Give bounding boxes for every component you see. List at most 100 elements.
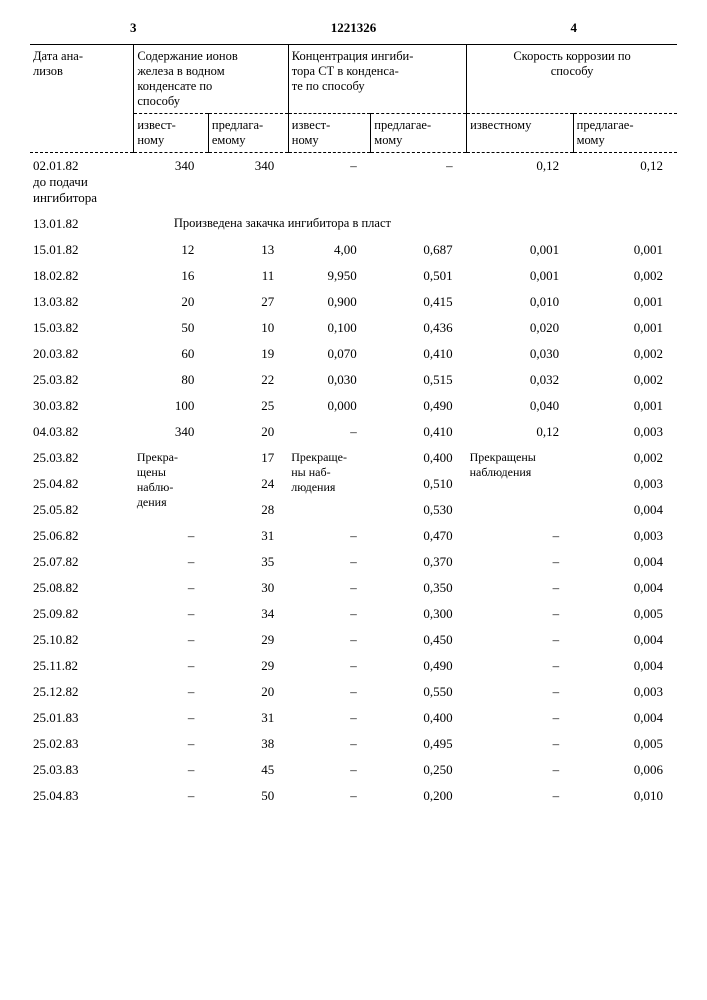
- cell-d: 0,415: [371, 289, 467, 315]
- cell-date: 25.10.82: [30, 627, 134, 653]
- cell-e: 0,032: [467, 367, 574, 393]
- stop-note-e: Прекращенынаблюдения: [467, 445, 574, 523]
- cell-f: 0,003: [573, 419, 677, 445]
- cell-date: 13.01.82: [30, 211, 134, 237]
- cell-e: –: [467, 627, 574, 653]
- cell-c: –: [288, 705, 371, 731]
- cell-b: 35: [208, 549, 288, 575]
- cell-f: 0,006: [573, 757, 677, 783]
- data-table: Дата ана-лизов Содержание ионовжелеза в …: [30, 44, 677, 809]
- cell-d: 0,687: [371, 237, 467, 263]
- cell-e: –: [467, 575, 574, 601]
- cell-a: 16: [134, 263, 209, 289]
- page-left: 3: [130, 20, 137, 36]
- cell-c: –: [288, 627, 371, 653]
- cell-b: 19: [208, 341, 288, 367]
- cell-a: 340: [134, 419, 209, 445]
- cell-e: 0,040: [467, 393, 574, 419]
- cell-f: 0,001: [573, 289, 677, 315]
- cell-date: 25.07.82: [30, 549, 134, 575]
- subheader-proposed-1: предлага-емому: [208, 114, 288, 153]
- cell-f: 0,004: [573, 653, 677, 679]
- cell-b: 45: [208, 757, 288, 783]
- cell-a: –: [134, 679, 209, 705]
- table-row: 25.03.82Прекра-щенынаблю-дения17Прекраще…: [30, 445, 677, 471]
- cell-a: 12: [134, 237, 209, 263]
- cell-date: 18.02.82: [30, 263, 134, 289]
- cell-d: 0,490: [371, 653, 467, 679]
- cell-a: –: [134, 549, 209, 575]
- cell-e: 0,12: [467, 153, 574, 212]
- cell-b: 34: [208, 601, 288, 627]
- table-row: 30.03.82100250,0000,4900,0400,001: [30, 393, 677, 419]
- cell-date: 02.01.82до подачиингибитора: [30, 153, 134, 212]
- document-number: 1221326: [331, 20, 377, 36]
- cell-d: 0,370: [371, 549, 467, 575]
- cell-b: 50: [208, 783, 288, 809]
- cell-c: 0,000: [288, 393, 371, 419]
- cell-c: 4,00: [288, 237, 371, 263]
- table-row: 25.02.83–38–0,495–0,005: [30, 731, 677, 757]
- cell-f: 0,004: [573, 575, 677, 601]
- cell-e: 0,010: [467, 289, 574, 315]
- cell-date: 25.12.82: [30, 679, 134, 705]
- table-row-inject: 13.01.82 Произведена закачка ингибитора …: [30, 211, 677, 237]
- stop-note-a: Прекра-щенынаблю-дения: [134, 445, 209, 523]
- cell-d: 0,501: [371, 263, 467, 289]
- cell-date: 20.03.82: [30, 341, 134, 367]
- cell-f: 0,004: [573, 627, 677, 653]
- cell-e: –: [467, 653, 574, 679]
- cell-b: 29: [208, 653, 288, 679]
- cell-b: 20: [208, 679, 288, 705]
- cell-date: 25.02.83: [30, 731, 134, 757]
- cell-d: 0,400: [371, 445, 467, 471]
- cell-a: –: [134, 783, 209, 809]
- cell-f: 0,005: [573, 731, 677, 757]
- table-row: 25.04.83–50–0,200–0,010: [30, 783, 677, 809]
- cell-d: 0,400: [371, 705, 467, 731]
- cell-date: 25.11.82: [30, 653, 134, 679]
- cell-e: –: [467, 601, 574, 627]
- cell-e: –: [467, 679, 574, 705]
- cell-c: –: [288, 731, 371, 757]
- cell-d: –: [371, 153, 467, 212]
- cell-f: 0,12: [573, 153, 677, 212]
- cell-f: 0,005: [573, 601, 677, 627]
- cell-date: 25.05.82: [30, 497, 134, 523]
- cell-b: 28: [208, 497, 288, 523]
- cell-c: –: [288, 523, 371, 549]
- cell-e: –: [467, 757, 574, 783]
- cell-c: 0,100: [288, 315, 371, 341]
- header-group3: Скорость коррозии поспособу: [467, 45, 677, 114]
- cell-c: –: [288, 549, 371, 575]
- cell-d: 0,450: [371, 627, 467, 653]
- table-row: 25.08.82–30–0,350–0,004: [30, 575, 677, 601]
- cell-e: –: [467, 783, 574, 809]
- cell-f: 0,003: [573, 679, 677, 705]
- cell-b: 24: [208, 471, 288, 497]
- table-row: 13.03.8220270,9000,4150,0100,001: [30, 289, 677, 315]
- cell-d: 0,410: [371, 341, 467, 367]
- header-group1: Содержание ионовжелеза в водномконденсат…: [134, 45, 288, 114]
- cell-date: 25.03.83: [30, 757, 134, 783]
- cell-date: 25.06.82: [30, 523, 134, 549]
- cell-date: 13.03.82: [30, 289, 134, 315]
- table-row: 25.10.82–29–0,450–0,004: [30, 627, 677, 653]
- cell-c: 0,900: [288, 289, 371, 315]
- table-row: 25.01.83–31–0,400–0,004: [30, 705, 677, 731]
- cell-b: 38: [208, 731, 288, 757]
- cell-d: 0,300: [371, 601, 467, 627]
- cell-a: 100: [134, 393, 209, 419]
- table-row: 25.11.82–29–0,490–0,004: [30, 653, 677, 679]
- cell-f: 0,003: [573, 523, 677, 549]
- cell-f: 0,002: [573, 341, 677, 367]
- header-date: Дата ана-лизов: [30, 45, 134, 153]
- cell-a: 60: [134, 341, 209, 367]
- cell-f: 0,002: [573, 367, 677, 393]
- cell-e: –: [467, 731, 574, 757]
- cell-a: –: [134, 705, 209, 731]
- cell-e: –: [467, 705, 574, 731]
- cell-b: 20: [208, 419, 288, 445]
- cell-f: 0,004: [573, 549, 677, 575]
- cell-f: 0,004: [573, 497, 677, 523]
